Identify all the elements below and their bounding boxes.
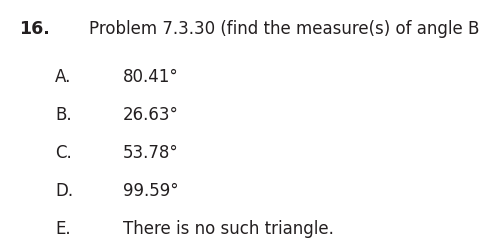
- Text: Problem 7.3.30 (find the measure(s) of angle B): Problem 7.3.30 (find the measure(s) of a…: [89, 20, 480, 38]
- Text: C.: C.: [55, 144, 72, 162]
- Text: There is no such triangle.: There is no such triangle.: [122, 220, 333, 238]
- Text: 99.59°: 99.59°: [122, 182, 178, 200]
- Text: 26.63°: 26.63°: [122, 106, 178, 124]
- Text: A.: A.: [55, 68, 72, 86]
- Text: B.: B.: [55, 106, 72, 124]
- Text: 16.: 16.: [19, 20, 50, 38]
- Text: D.: D.: [55, 182, 73, 200]
- Text: E.: E.: [55, 220, 71, 238]
- Text: 80.41°: 80.41°: [122, 68, 178, 86]
- Text: 53.78°: 53.78°: [122, 144, 178, 162]
